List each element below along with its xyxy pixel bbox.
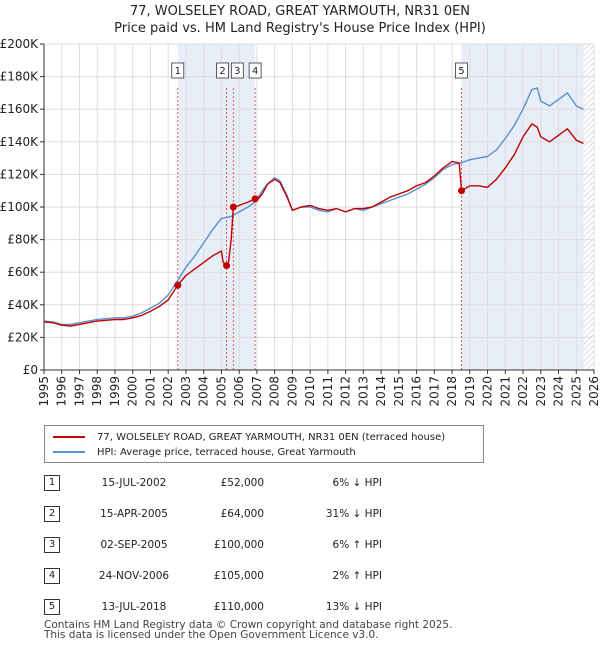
x-tick-label: 2013: [356, 376, 370, 407]
transaction-label-box: [455, 62, 468, 79]
transaction-label: 5: [458, 66, 464, 77]
y-tick-label: £180K: [0, 70, 39, 84]
transaction-date: 13-JUL-2018: [101, 601, 167, 613]
x-tick-label: 2011: [321, 376, 335, 407]
price-paid-line: [43, 123, 584, 327]
footer-attribution: Contains HM Land Registry data © Crown c…: [44, 619, 453, 641]
legend-item-hpi: HPI: Average price, terraced house, Grea…: [53, 445, 356, 459]
x-tick-label: 2001: [143, 376, 157, 407]
x-tick-label: 2002: [161, 376, 175, 407]
table-row: 4 24-NOV-2006 £105,000 2% ↑ HPI: [44, 568, 464, 586]
x-tick-label: 2020: [481, 376, 495, 407]
x-tick-label: 2014: [374, 376, 388, 407]
transaction-date: 15-JUL-2002: [101, 477, 167, 489]
transaction-hpi-diff: 6% ↓ HPI: [332, 477, 382, 489]
y-tick-label: £0: [23, 363, 38, 377]
transaction-label-box: [230, 62, 244, 79]
transaction-label: 2: [219, 66, 225, 77]
footer-copyright: Contains HM Land Registry data © Crown c…: [44, 619, 453, 631]
x-tick-label: 1999: [108, 376, 122, 407]
x-tick-label: 2003: [179, 376, 193, 407]
x-tick-label: 2000: [126, 376, 140, 407]
y-tick-label: £160K: [0, 102, 39, 116]
x-tick-label: 2023: [534, 376, 548, 407]
y-tick-label: £40K: [7, 298, 39, 312]
transaction-label-box: [171, 62, 185, 79]
y-tick-label: £140K: [0, 135, 39, 149]
transaction-hpi-diff: 13% ↓ HPI: [325, 601, 382, 613]
x-tick-label: 2015: [392, 376, 406, 407]
y-tick-label: £60K: [7, 265, 39, 279]
footer-license: This data is licensed under the Open Gov…: [44, 629, 379, 641]
x-tick-label: 2004: [197, 376, 211, 407]
y-tick-label: £200K: [0, 37, 39, 51]
transaction-point: [251, 195, 259, 203]
transaction-price: £64,000: [220, 508, 264, 520]
transaction-label-box: [248, 62, 262, 79]
x-tick-label: 2024: [552, 376, 566, 407]
transaction-hpi-diff: 2% ↑ HPI: [332, 570, 382, 582]
x-tick-label: 2016: [410, 376, 424, 407]
transaction-label-box: [216, 62, 229, 79]
hpi-line: [43, 87, 584, 326]
transaction-hpi-diff: 6% ↑ HPI: [332, 539, 382, 551]
x-tick-label: 2021: [498, 376, 512, 407]
transaction-point: [174, 281, 182, 289]
x-tick-label: 1996: [55, 376, 69, 407]
x-tick-label: 2006: [232, 376, 246, 407]
transaction-number-badge: 4: [44, 568, 60, 584]
chart-legend: 77, WOLSELEY ROAD, GREAT YARMOUTH, NR31 …: [44, 425, 484, 463]
transaction-price: £100,000: [213, 539, 264, 551]
y-tick-label: £80K: [7, 233, 39, 247]
transaction-label: 4: [252, 66, 258, 77]
y-tick-label: £100K: [0, 200, 39, 214]
x-tick-label: 1997: [72, 376, 86, 407]
x-tick-label: 2026: [587, 376, 600, 407]
legend-label-price: 77, WOLSELEY ROAD, GREAT YARMOUTH, NR31 …: [97, 431, 446, 443]
transaction-number-badge: 1: [44, 475, 60, 491]
transaction-price: £52,000: [220, 477, 264, 489]
table-row: 5 13-JUL-2018 £110,000 13% ↓ HPI: [44, 599, 464, 617]
transaction-hpi-diff: 31% ↓ HPI: [325, 508, 382, 520]
table-row: 1 15-JUL-2002 £52,000 6% ↓ HPI: [44, 475, 464, 493]
transaction-date: 15-APR-2005: [100, 508, 168, 520]
x-tick-label: 2008: [268, 376, 282, 407]
transaction-point: [457, 187, 465, 195]
transaction-point: [223, 262, 231, 270]
x-tick-label: 2010: [303, 376, 317, 407]
chart-title-line2: Price paid vs. HM Land Registry's House …: [114, 21, 486, 36]
x-tick-label: 2018: [445, 376, 459, 407]
x-tick-label: 2012: [339, 376, 353, 407]
legend-swatch-hpi: [53, 451, 85, 453]
x-tick-label: 1998: [90, 376, 104, 407]
transaction-label: 1: [175, 66, 181, 77]
transaction-number-badge: 2: [44, 506, 60, 522]
transaction-number-badge: 5: [44, 599, 60, 615]
x-tick-label: 2022: [516, 376, 530, 407]
y-tick-label: £120K: [0, 167, 39, 181]
y-tick-label: £20K: [7, 330, 39, 344]
x-tick-label: 2019: [463, 376, 477, 407]
table-row: 2 15-APR-2005 £64,000 31% ↓ HPI: [44, 506, 464, 524]
x-tick-label: 2009: [285, 376, 299, 407]
x-tick-label: 2007: [250, 376, 264, 407]
table-row: 3 02-SEP-2005 £100,000 6% ↑ HPI: [44, 537, 464, 555]
x-tick-label: 2025: [569, 376, 583, 407]
transaction-date: 24-NOV-2006: [98, 570, 170, 582]
x-tick-label: 1995: [37, 376, 51, 407]
transaction-price: £105,000: [213, 570, 264, 582]
transaction-date: 02-SEP-2005: [100, 539, 168, 551]
legend-label-hpi: HPI: Average price, terraced house, Grea…: [97, 446, 356, 458]
transaction-label: 3: [234, 66, 240, 77]
chart-title-line1: 77, WOLSELEY ROAD, GREAT YARMOUTH, NR31 …: [129, 4, 471, 19]
transaction-point: [229, 203, 237, 211]
transaction-number-badge: 3: [44, 537, 60, 553]
legend-item-price: 77, WOLSELEY ROAD, GREAT YARMOUTH, NR31 …: [53, 430, 445, 444]
x-tick-label: 2005: [214, 376, 228, 407]
transaction-price: £110,000: [213, 601, 264, 613]
x-tick-label: 2017: [427, 376, 441, 407]
legend-swatch-price: [53, 436, 85, 438]
